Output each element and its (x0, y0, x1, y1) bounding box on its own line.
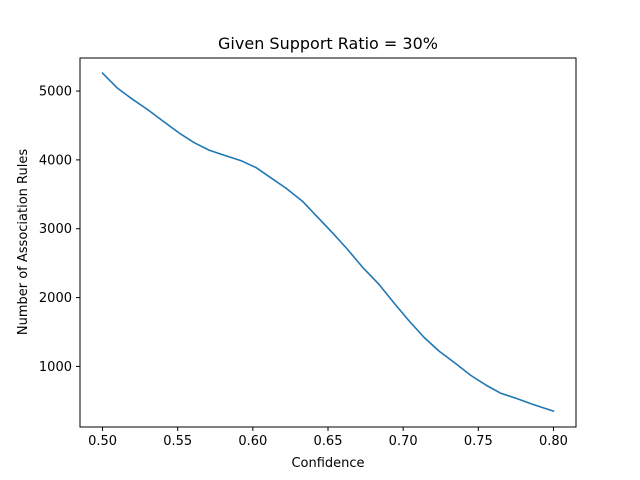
x-tick-label: 0.50 (88, 434, 117, 449)
plot-frame (79, 57, 577, 428)
x-tick-label: 0.60 (238, 434, 267, 449)
x-tick-label: 0.55 (163, 434, 192, 449)
y-tick-label: 2000 (39, 291, 72, 306)
y-axis-label: Number of Association Rules (16, 149, 31, 335)
y-tick-label: 5000 (39, 85, 72, 100)
x-tick-label: 0.70 (389, 434, 418, 449)
series-line-0 (101, 72, 555, 413)
y-tick-label: 4000 (39, 153, 72, 168)
y-tick-label: 1000 (39, 360, 72, 375)
x-tick-label: 0.80 (539, 434, 568, 449)
chart-title: Given Support Ratio = 30% (218, 34, 438, 53)
plot-area: 0.50 0.55 0.60 0.65 0.70 0.75 0.80 1000 2000 3000… (39, 72, 568, 449)
x-tick-label: 0.65 (314, 434, 343, 449)
x-axis-label: Confidence (291, 456, 364, 471)
x-tick-label: 0.75 (464, 434, 493, 449)
y-tick-label: 3000 (39, 222, 72, 237)
